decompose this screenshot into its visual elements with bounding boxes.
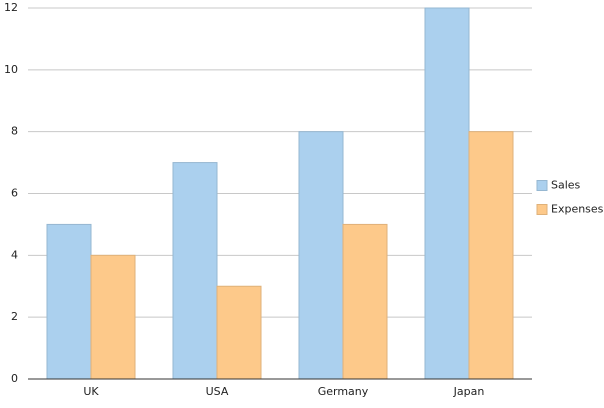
bar (468, 131, 514, 380)
legend-label: Sales (551, 179, 581, 192)
bar (172, 162, 218, 380)
y-tick-label: 4 (11, 248, 18, 261)
y-tick-label: 0 (11, 372, 18, 385)
bar (424, 7, 470, 380)
bar (298, 131, 344, 380)
y-tick-label: 10 (4, 63, 18, 76)
x-tick-label: Germany (318, 385, 369, 398)
bar (342, 223, 388, 380)
bar (90, 254, 136, 380)
x-tick-label: Japan (453, 385, 485, 398)
y-tick-label: 12 (4, 1, 18, 14)
x-tick-label: UK (83, 385, 99, 398)
bar (46, 223, 92, 380)
legend-label: Expenses (551, 203, 604, 216)
y-tick-label: 2 (11, 310, 18, 323)
legend-swatch (536, 204, 548, 215)
y-tick-label: 8 (11, 125, 18, 138)
bar (216, 285, 262, 380)
x-tick-label: USA (206, 385, 229, 398)
legend-swatch (536, 180, 548, 191)
y-tick-label: 6 (11, 187, 18, 200)
